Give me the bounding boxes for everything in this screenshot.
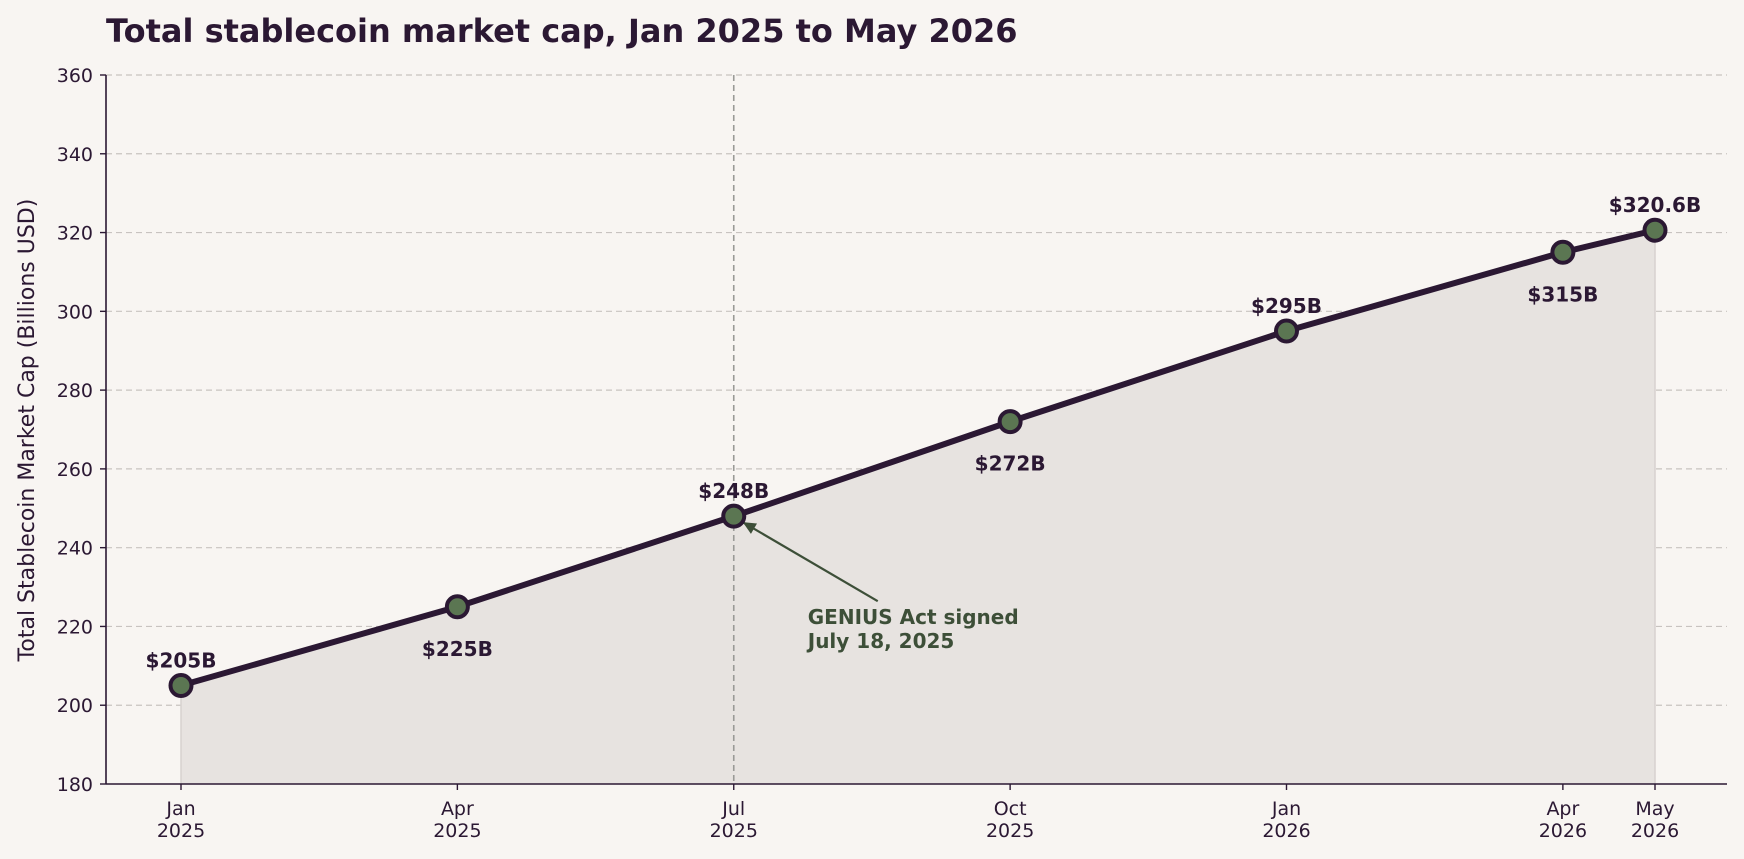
- data-label: $315B: [1527, 282, 1598, 306]
- x-tick-label-month: Apr: [441, 798, 474, 820]
- x-tick-label-year: 2026: [1539, 820, 1587, 842]
- x-tick-label-month: Oct: [994, 798, 1027, 820]
- data-label: $295B: [1251, 294, 1322, 318]
- data-label: $320.6B: [1609, 193, 1701, 217]
- data-label: $205B: [146, 649, 217, 673]
- data-point: [1642, 217, 1668, 243]
- chart-title: Total stablecoin market cap, Jan 2025 to…: [106, 12, 1018, 50]
- x-tick-label-month: Jan: [1271, 798, 1301, 820]
- axes: 180200220240260280300320340360Jan2025Apr…: [57, 65, 1727, 842]
- x-tick-label-month: Jan: [165, 798, 195, 820]
- y-tick-label: 340: [57, 144, 93, 166]
- y-tick-label: 360: [57, 65, 93, 87]
- y-tick-label: 280: [57, 380, 93, 402]
- y-tick-label: 260: [57, 459, 93, 481]
- y-tick-label: 320: [57, 223, 93, 245]
- annotation-text-line: July 18, 2025: [806, 629, 955, 653]
- x-tick-label-year: 2025: [986, 820, 1034, 842]
- annotation-text-line: GENIUS Act signed: [808, 605, 1019, 629]
- data-point: [1550, 239, 1576, 265]
- data-label: $248B: [698, 479, 769, 503]
- data-points: [168, 217, 1668, 699]
- x-tick-label-year: 2025: [710, 820, 758, 842]
- data-point: [997, 409, 1023, 435]
- annotation-arrowhead: [742, 522, 758, 534]
- x-tick-label-month: Apr: [1546, 798, 1579, 820]
- y-tick-label: 180: [57, 774, 93, 796]
- data-point: [168, 673, 194, 699]
- y-tick-label: 240: [57, 538, 93, 560]
- x-tick-label-year: 2026: [1262, 820, 1310, 842]
- x-tick-label-year: 2025: [433, 820, 481, 842]
- data-point: [721, 503, 747, 529]
- data-point: [1274, 318, 1299, 344]
- data-labels: $205B $225B $248B $272B $295B $315B $320.6B: [146, 193, 1702, 672]
- area-path: [181, 230, 1655, 785]
- y-tick-label: 300: [57, 301, 93, 323]
- y-tick-label: 220: [57, 616, 93, 638]
- x-tick-label-month: Jul: [721, 798, 745, 820]
- y-axis-label: Total Stablecoin Market Cap (Billions US…: [15, 199, 40, 663]
- y-tick-label: 200: [57, 695, 93, 717]
- x-tick-label-year: 2025: [157, 820, 205, 842]
- area-fill: [180, 230, 1656, 785]
- data-point: [444, 594, 470, 620]
- data-label: $225B: [422, 637, 493, 661]
- x-tick-label-year: 2026: [1631, 820, 1679, 842]
- data-label: $272B: [975, 452, 1046, 476]
- x-tick-label-month: May: [1635, 798, 1674, 820]
- annotation-arrow: [742, 521, 879, 603]
